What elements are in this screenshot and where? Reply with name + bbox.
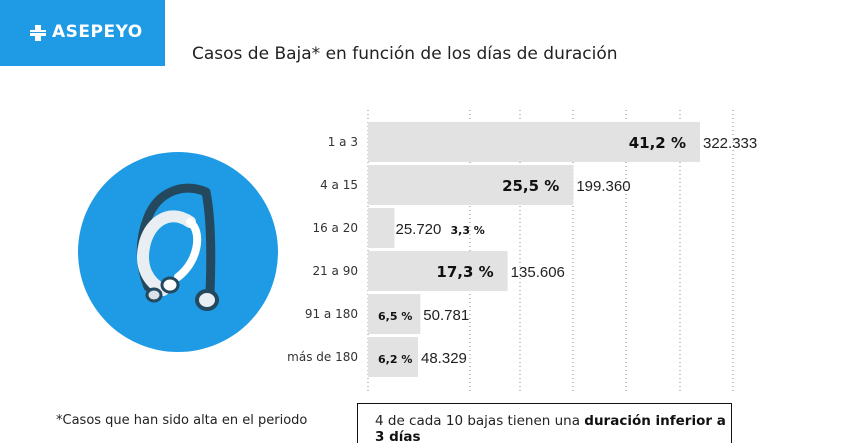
bar <box>368 208 395 248</box>
cross-icon <box>30 25 46 41</box>
value-label: 199.360 <box>576 178 630 195</box>
percent-label: 25,5 % <box>502 177 559 195</box>
bar <box>368 251 508 291</box>
bar <box>368 337 418 377</box>
callout-box: 4 de cada 10 bajas tienen una duración i… <box>357 403 732 445</box>
value-label: 50.781 <box>423 307 469 324</box>
category-label: 91 a 180 <box>305 307 358 321</box>
percent-label: 3,3 % <box>450 224 484 237</box>
category-label: 1 a 3 <box>328 135 358 149</box>
stethoscope-icon <box>78 152 278 352</box>
footnote: *Casos que han sido alta en el periodo <box>56 413 308 428</box>
value-label: 135.606 <box>511 264 565 281</box>
bar <box>368 165 574 205</box>
bar <box>368 294 421 334</box>
bar <box>368 122 700 162</box>
brand-name: ASEPEYO <box>52 22 143 42</box>
percent-label: 41,2 % <box>629 134 686 152</box>
value-label: 322.333 <box>703 135 757 152</box>
percent-label: 6,5 % <box>378 310 412 323</box>
value-label: 48.329 <box>421 350 467 367</box>
value-label: 25.720 <box>395 221 441 238</box>
category-label: 16 a 20 <box>312 221 358 235</box>
category-label: más de 180 <box>287 350 358 364</box>
category-label: 21 a 90 <box>312 264 358 278</box>
percent-label: 6,2 % <box>378 353 412 366</box>
chart-title: Casos de Baja* en función de los días de… <box>192 44 618 64</box>
callout-text: 4 de cada 10 bajas tienen una <box>375 413 585 429</box>
brand-logo: ASEPEYO <box>0 0 165 66</box>
category-label: 4 a 15 <box>320 178 358 192</box>
percent-label: 17,3 % <box>436 263 493 281</box>
